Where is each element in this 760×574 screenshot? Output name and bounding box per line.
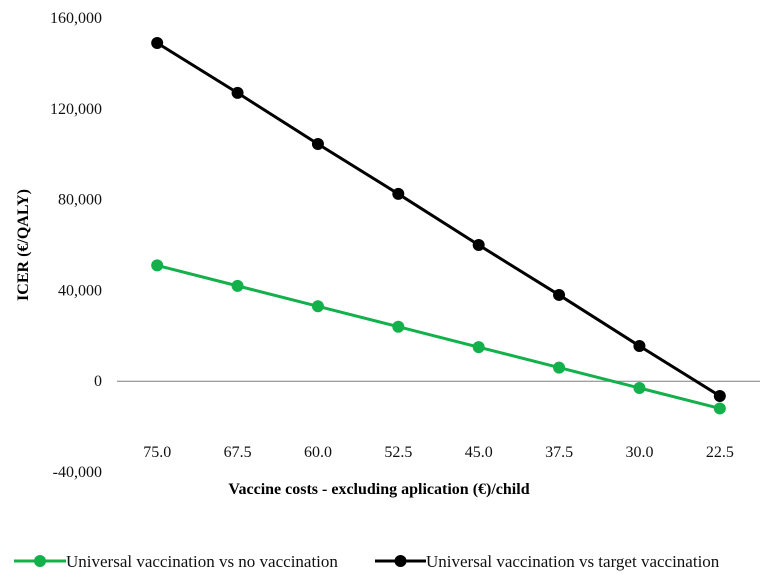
- data-point: [151, 36, 164, 49]
- data-point: [472, 341, 485, 354]
- series-group: [151, 259, 726, 415]
- series-line: [156, 263, 721, 410]
- x-tick-label: 45.0: [465, 444, 493, 461]
- x-axis-ticks: 75.0 67.5 60.0 52.5 45.0 37.5 30.0 22.5: [143, 444, 734, 461]
- x-tick-label: 75.0: [143, 444, 171, 461]
- data-point: [553, 288, 566, 301]
- x-axis-title: Vaccine costs - excluding aplication (€)…: [228, 481, 529, 498]
- x-tick-label: 60.0: [304, 444, 332, 461]
- x-tick-label: 37.5: [545, 444, 573, 461]
- y-tick-label: 120,000: [50, 101, 102, 118]
- y-tick-label: -40,000: [53, 464, 102, 481]
- data-point: [311, 137, 324, 150]
- y-tick-label: 160,000: [50, 10, 102, 27]
- data-point: [392, 187, 405, 200]
- data-point: [392, 320, 405, 333]
- y-tick-label: 80,000: [58, 192, 102, 209]
- data-point: [633, 340, 646, 353]
- data-point: [311, 300, 324, 313]
- y-tick-label: 40,000: [58, 282, 102, 299]
- x-tick-label: 22.5: [706, 444, 734, 461]
- data-point: [151, 259, 164, 272]
- data-point: [231, 279, 244, 292]
- legend-marker: [34, 555, 46, 567]
- legend-label: Universal vaccination vs no vaccination: [66, 552, 338, 571]
- data-point: [713, 389, 726, 402]
- data-point: [633, 382, 646, 395]
- x-tick-label: 67.5: [224, 444, 252, 461]
- legend-item: Universal vaccination vs no vaccination: [14, 552, 338, 571]
- series-group: [151, 36, 726, 402]
- y-axis-title: ICER (€/QALY): [15, 189, 32, 301]
- series-line: [156, 41, 721, 398]
- y-tick-label: 0: [94, 373, 102, 390]
- legend-marker: [394, 555, 407, 567]
- data-point: [231, 86, 244, 99]
- data-point: [472, 239, 485, 251]
- y-axis-ticks: -40,000 0 40,000 80,000 120,000 160,000: [50, 10, 102, 481]
- legend-item: Universal vaccination vs target vaccinat…: [375, 552, 720, 571]
- series-layer: [151, 36, 726, 415]
- x-tick-label: 52.5: [384, 444, 412, 461]
- legend-label: Universal vaccination vs target vaccinat…: [426, 552, 720, 571]
- data-point: [713, 402, 726, 415]
- data-point: [553, 361, 566, 374]
- legend: Universal vaccination vs no vaccination U…: [14, 552, 720, 571]
- x-tick-label: 30.0: [625, 444, 653, 461]
